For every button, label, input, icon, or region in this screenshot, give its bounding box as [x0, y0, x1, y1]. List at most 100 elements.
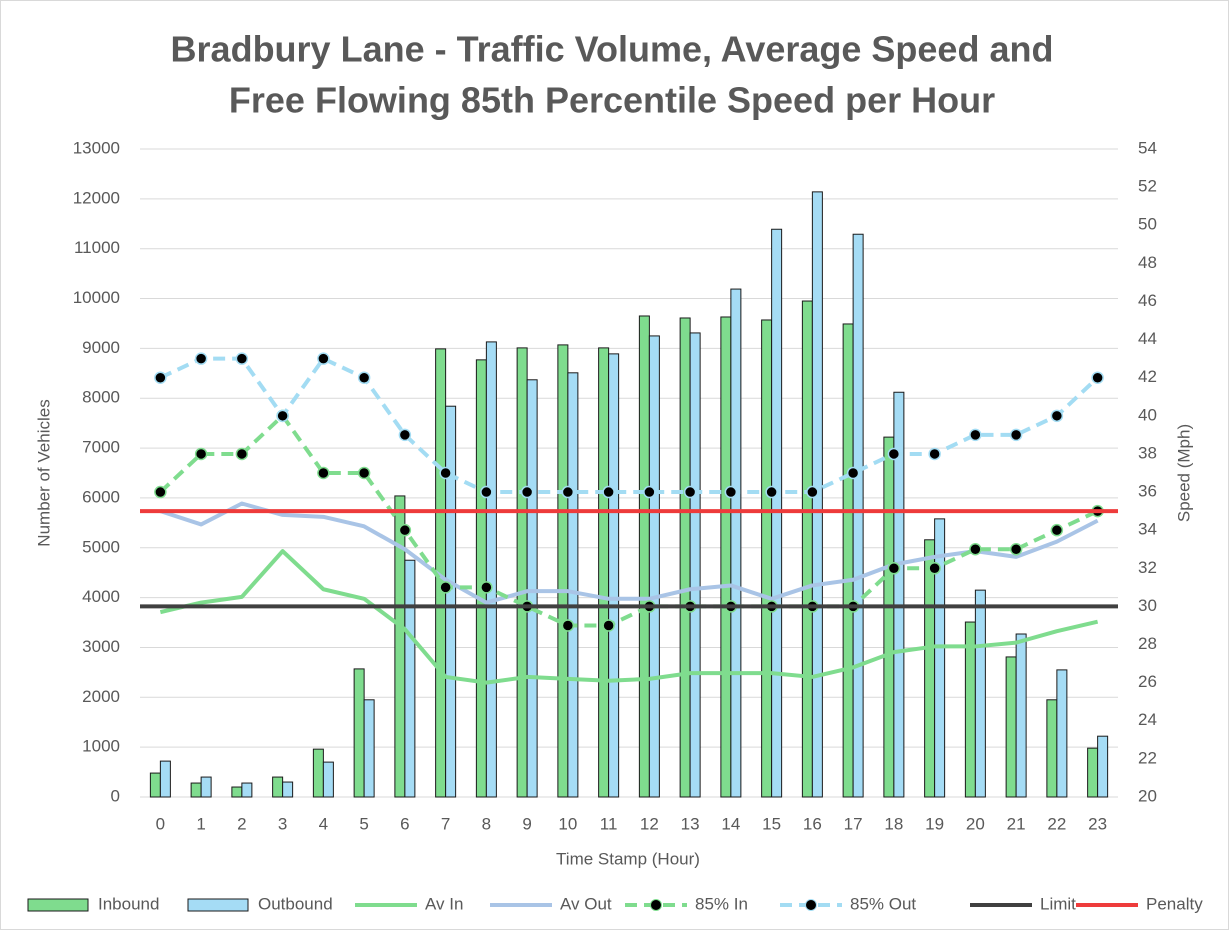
- x-tick-label: 17: [844, 814, 863, 833]
- bar: [801, 300, 813, 798]
- chart-title: Bradbury Lane - Traffic Volume, Average …: [171, 29, 1054, 70]
- x-tick-label: 7: [441, 814, 450, 833]
- bar: [679, 317, 691, 798]
- bar: [516, 347, 528, 798]
- bar: [1056, 669, 1068, 798]
- marker: [194, 352, 208, 365]
- bar: [159, 760, 171, 798]
- y-tick-label: 11000: [74, 238, 120, 257]
- x-tick-label: 2: [237, 814, 246, 833]
- marker: [602, 619, 615, 632]
- bar: [720, 316, 732, 798]
- bar: [761, 319, 773, 798]
- bar: [1087, 747, 1099, 798]
- marker: [846, 466, 860, 480]
- legend-label: Av In: [425, 894, 463, 913]
- marker: [520, 485, 534, 499]
- marker: [887, 447, 901, 461]
- y2-axis-label: Speed (Mph): [1174, 424, 1193, 522]
- legend-label: Av Out: [560, 894, 612, 913]
- bar: [394, 495, 406, 798]
- bar: [842, 323, 854, 798]
- bar: [1097, 735, 1109, 798]
- legend-marker: [805, 899, 817, 911]
- bar: [883, 436, 895, 798]
- bar: [353, 668, 365, 798]
- bar: [312, 748, 324, 798]
- y-tick-label: 4000: [82, 587, 120, 606]
- marker: [154, 485, 167, 499]
- y-tick-label: 9000: [82, 338, 120, 357]
- y-tick-label: 10000: [73, 288, 120, 307]
- marker: [969, 428, 982, 442]
- bar: [608, 353, 620, 798]
- x-tick-label: 9: [522, 814, 531, 833]
- x-tick-label: 3: [278, 814, 287, 833]
- bar: [272, 776, 284, 798]
- line: [159, 501, 1099, 605]
- bar: [557, 344, 569, 798]
- y2-tick-label: 50: [1138, 215, 1157, 234]
- marker: [643, 485, 656, 499]
- marker: [928, 562, 941, 575]
- legend-label: Inbound: [98, 894, 159, 913]
- y-tick-label: 1000: [82, 737, 120, 756]
- bar: [363, 699, 375, 798]
- line: [159, 413, 1099, 628]
- marker: [398, 523, 412, 537]
- bar: [1015, 633, 1027, 798]
- marker: [806, 485, 819, 499]
- legend-label: 85% In: [695, 894, 748, 913]
- x-tick-label: 11: [600, 814, 618, 833]
- y2-tick-label: 46: [1138, 291, 1157, 310]
- y-tick-label: 6000: [82, 487, 120, 506]
- bar: [231, 786, 243, 798]
- x-tick-label: 14: [721, 814, 740, 833]
- y2-tick-label: 32: [1138, 558, 1157, 577]
- marker: [602, 485, 615, 499]
- x-tick-label: 4: [319, 814, 328, 833]
- marker: [887, 562, 901, 575]
- bar: [445, 405, 457, 798]
- x-tick-label: 21: [1007, 814, 1026, 833]
- marker: [317, 466, 330, 480]
- y2-tick-label: 40: [1138, 405, 1157, 424]
- legend-label: Outbound: [258, 894, 333, 913]
- x-tick-label: 23: [1088, 814, 1107, 833]
- marker: [235, 352, 249, 365]
- y2-tick-label: 20: [1138, 786, 1157, 805]
- y-tick-label: 3000: [82, 637, 120, 656]
- marker: [928, 447, 941, 461]
- y-tick-label: 5000: [82, 537, 120, 556]
- x-tick-label: 10: [558, 814, 577, 833]
- x-tick-label: 6: [400, 814, 409, 833]
- bar: [149, 772, 161, 798]
- x-tick-label: 19: [925, 814, 944, 833]
- legend-label: Limit: [1040, 894, 1076, 913]
- marker: [561, 485, 575, 499]
- bar: [200, 776, 212, 798]
- y-axis-label: Number of Vehicles: [34, 399, 53, 546]
- marker: [439, 581, 452, 594]
- bar: [598, 347, 610, 798]
- chart-title: Free Flowing 85th Percentile Speed per H…: [229, 80, 995, 121]
- y-tick-label: 12000: [73, 188, 120, 207]
- y2-tick-label: 24: [1138, 710, 1157, 729]
- marker: [480, 581, 493, 594]
- legend-label: Penalty: [1146, 894, 1203, 913]
- bar: [771, 228, 783, 798]
- marker: [154, 371, 167, 384]
- y-tick-label: 8000: [82, 388, 120, 407]
- y2-tick-label: 44: [1138, 329, 1157, 348]
- marker: [683, 485, 697, 499]
- y2-tick-label: 54: [1138, 138, 1157, 157]
- bar: [689, 332, 701, 798]
- bar: [322, 761, 334, 798]
- bar: [730, 288, 742, 798]
- marker: [1009, 428, 1023, 442]
- x-tick-label: 1: [196, 814, 205, 833]
- marker: [317, 352, 330, 365]
- bar: [852, 233, 864, 798]
- y2-tick-label: 26: [1138, 672, 1157, 691]
